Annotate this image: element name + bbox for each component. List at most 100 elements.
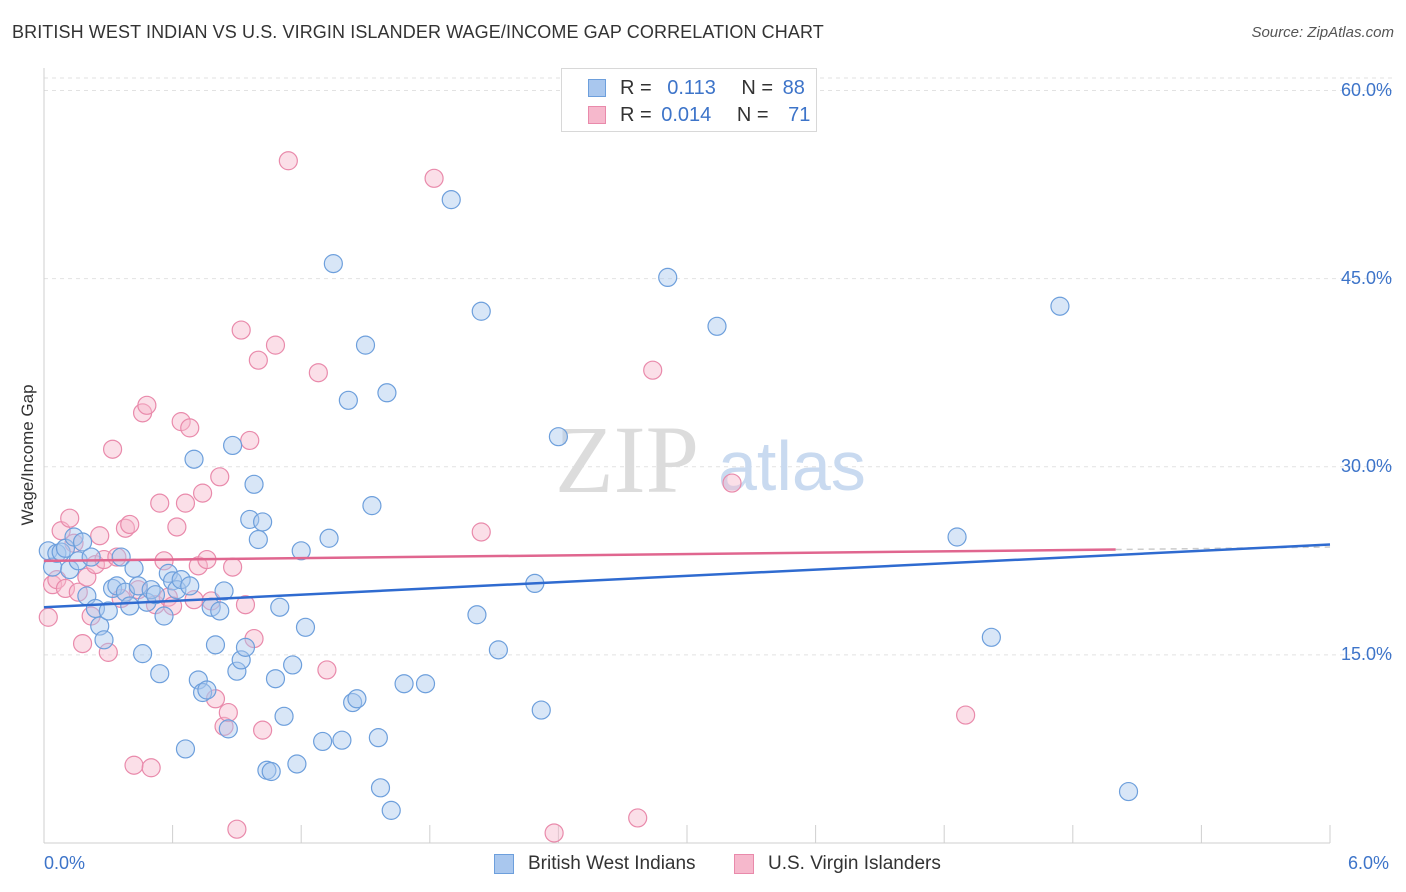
virgin-islanders-point-42 <box>218 702 238 723</box>
virgin-islanders-point-59 <box>643 360 663 380</box>
british-west-indians-point-72 <box>381 800 401 820</box>
pink-swatch <box>588 106 606 124</box>
trend-line-virgin-islanders <box>43 548 1116 563</box>
blue-swatch <box>588 79 606 97</box>
british-west-indians-point-86 <box>1050 296 1070 316</box>
british-west-indians-point-33 <box>180 576 200 596</box>
virgin-islanders-point-24 <box>141 758 161 778</box>
virgin-islanders-point-19 <box>120 514 140 535</box>
british-west-indians-point-64 <box>338 390 358 410</box>
british-west-indians-point-40 <box>210 601 230 621</box>
british-west-indians-point-26 <box>150 664 170 684</box>
watermark-atlas: atlas <box>718 427 866 505</box>
virgin-islanders-point-14 <box>98 642 118 662</box>
virgin-islanders-point-51 <box>265 335 286 355</box>
british-west-indians-point-63 <box>332 730 352 750</box>
r-value-pink: 0.014 <box>661 104 712 126</box>
british-west-indians-point-55 <box>274 706 294 726</box>
british-west-indians-point-87 <box>1118 781 1139 802</box>
british-west-indians-point-54 <box>270 597 290 617</box>
british-west-indians-point-62 <box>323 254 343 274</box>
virgin-islanders-point-44 <box>227 819 247 839</box>
n-value-pink: 71 <box>788 104 811 126</box>
british-west-indians-point-84 <box>947 527 967 547</box>
british-west-indians-point-37 <box>197 680 217 700</box>
british-west-indians-point-39 <box>205 635 226 655</box>
british-west-indians-point-75 <box>441 190 461 210</box>
british-west-indians-point-76 <box>467 605 487 625</box>
r-value-blue: 0.113 <box>667 77 716 99</box>
british-west-indians-point-59 <box>295 617 316 637</box>
british-west-indians-point-22 <box>132 644 153 664</box>
trend-line-british-west-indians <box>43 543 1331 609</box>
virgin-islanders-point-43 <box>223 557 243 577</box>
british-west-indians-point-48 <box>244 474 264 494</box>
x-tick-label-min: 0.0% <box>44 853 86 873</box>
n-label: N = <box>736 104 769 126</box>
virgin-islanders-point-58 <box>628 808 648 828</box>
british-west-indians-point-78 <box>488 640 508 660</box>
virgin-islanders-point-16 <box>107 547 127 567</box>
virgin-islanders-point-4 <box>55 578 76 599</box>
british-west-indians-point-34 <box>184 449 204 469</box>
blue-swatch <box>494 854 514 874</box>
virgin-islanders-point-20 <box>124 755 144 775</box>
r-label: R = <box>620 77 652 99</box>
british-west-indians-point-83 <box>707 316 727 336</box>
british-west-indians-point-49 <box>248 529 268 550</box>
virgin-islanders-point-5 <box>60 508 80 528</box>
virgin-islanders-point-47 <box>240 430 260 451</box>
series-virgin-islanders-points <box>38 151 976 843</box>
british-west-indians-point-66 <box>347 689 367 709</box>
british-west-indians-point-70 <box>370 778 391 798</box>
british-west-indians-point-8 <box>72 532 93 552</box>
legend-label: British West Indians <box>528 853 696 874</box>
virgin-islanders-point-30 <box>167 517 187 537</box>
british-west-indians-point-14 <box>98 601 118 621</box>
british-west-indians-point-27 <box>154 606 174 626</box>
british-west-indians-point-69 <box>368 728 388 748</box>
british-west-indians-point-43 <box>223 435 243 456</box>
british-west-indians-point-52 <box>261 761 281 782</box>
virgin-islanders-point-49 <box>248 350 268 370</box>
legend-label: U.S. Virgin Islanders <box>768 853 941 874</box>
virgin-islanders-point-12 <box>90 526 110 546</box>
british-west-indians-point-81 <box>548 427 569 447</box>
virgin-islanders-point-61 <box>956 705 976 725</box>
virgin-islanders-point-60 <box>722 473 742 493</box>
virgin-islanders-point-45 <box>231 320 251 340</box>
y-axis-label: Wage/Income Gap <box>18 384 37 526</box>
british-west-indians-point-58 <box>291 541 311 561</box>
british-west-indians-point-13 <box>94 630 114 650</box>
virgin-islanders-point-0 <box>38 607 58 627</box>
british-west-indians-point-17 <box>111 547 131 567</box>
british-west-indians-point-10 <box>81 547 101 567</box>
british-west-indians-point-46 <box>235 637 256 657</box>
virgin-islanders-point-23 <box>137 395 157 415</box>
trend-lines <box>43 543 1331 609</box>
british-west-indians-point-85 <box>981 627 1001 647</box>
y-tick-label-3: 60.0% <box>1340 79 1392 100</box>
british-west-indians-point-42 <box>218 719 238 739</box>
virgin-islanders-point-33 <box>180 418 200 438</box>
watermark: ZIP atlas <box>555 406 866 513</box>
n-value-blue: 88 <box>782 77 805 99</box>
british-west-indians-point-56 <box>283 655 303 675</box>
british-west-indians-point-71 <box>377 383 397 403</box>
n-label: N = <box>741 77 774 99</box>
virgin-islanders-point-52 <box>278 151 298 171</box>
british-west-indians-point-44 <box>227 661 247 681</box>
virgin-islanders-point-57 <box>544 823 564 843</box>
r-label: R = <box>620 104 652 126</box>
virgin-islanders-point-40 <box>210 467 230 487</box>
british-west-indians-point-82 <box>658 267 678 288</box>
british-west-indians-point-50 <box>253 512 273 532</box>
british-west-indians-point-74 <box>415 674 436 694</box>
british-west-indians-point-60 <box>313 731 333 752</box>
source-label: Source: ZipAtlas.com <box>1251 24 1394 41</box>
british-west-indians-point-77 <box>471 301 491 321</box>
virgin-islanders-point-36 <box>193 483 213 503</box>
british-west-indians-point-41 <box>214 581 234 601</box>
x-tick-label-max: 6.0% <box>1348 853 1390 873</box>
